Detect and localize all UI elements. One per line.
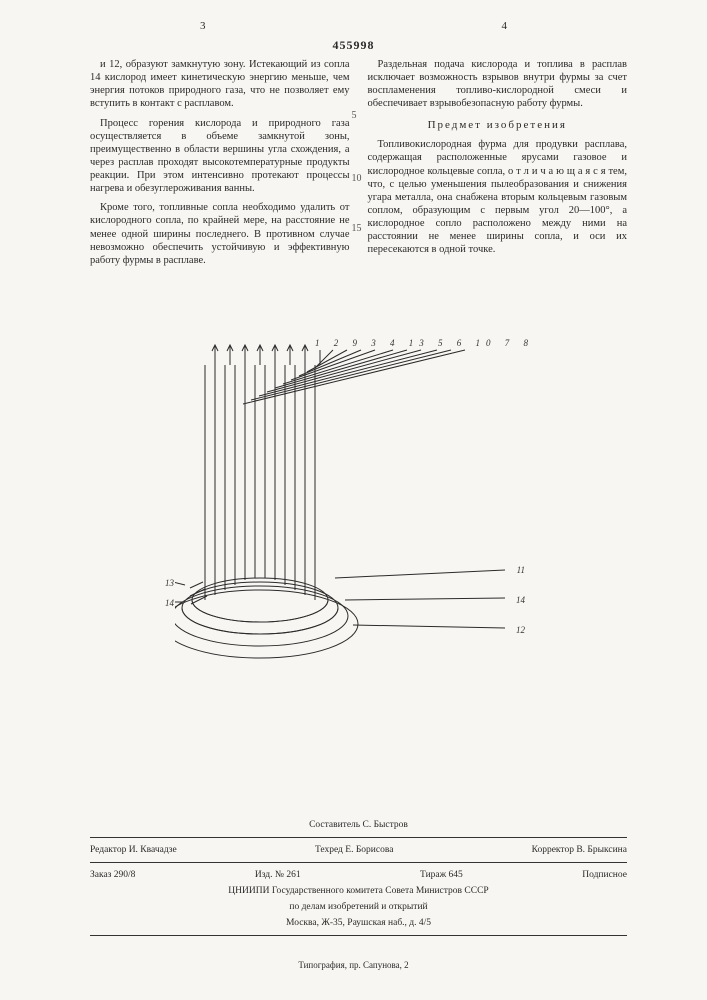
technical-drawing: 1 2 9 3 4 13 5 6 10 7 8 13 14 11 14 12 (175, 340, 535, 700)
right-p2: Топливокислородная фурма для продувки ра… (368, 138, 628, 256)
techred: Техред Е. Борисова (315, 845, 393, 855)
left-column: и 12, образуют замкнутую зону. Истекающи… (90, 58, 350, 273)
compiler: Составитель С. Быстров (90, 817, 627, 833)
left-p2: Процесс горения кислорода и природного г… (90, 117, 350, 196)
document-number: 455998 (0, 38, 707, 53)
subscription: Подписное (582, 870, 627, 880)
right-p1: Раздельная подача кислорода и топлива в … (368, 58, 628, 111)
order-number: Заказ 290/8 (90, 870, 135, 880)
line-marker-5: 5 (352, 110, 357, 123)
divider-1 (90, 837, 627, 838)
text-columns: и 12, образуют замкнутую зону. Истекающи… (90, 58, 627, 273)
typography-line: Типография, пр. Сапунова, 2 (0, 960, 707, 970)
issue-number: Изд. № 261 (255, 870, 301, 880)
org-address: Москва, Ж-35, Раушская наб., д. 4/5 (90, 915, 627, 931)
line-marker-15: 15 (352, 223, 362, 236)
figure-label-12: 12 (516, 625, 525, 635)
editor: Редактор И. Квачадзе (90, 845, 177, 855)
right-column: 5 10 15 Раздельная подача кислорода и то… (368, 58, 628, 273)
figure-label-13: 13 (165, 578, 174, 588)
page-number-right: 4 (502, 20, 508, 32)
colophon: Составитель С. Быстров Редактор И. Квача… (90, 817, 627, 940)
line-marker-10: 10 (352, 173, 362, 186)
copies: Тираж 645 (420, 870, 463, 880)
left-p3: Кроме того, топливные сопла необходимо у… (90, 201, 350, 267)
subject-heading: Предмет изобретения (368, 119, 628, 133)
figure-label-14a: 14 (165, 598, 174, 608)
left-p1: и 12, образуют замкнутую зону. Истекающи… (90, 58, 350, 111)
divider-2 (90, 862, 627, 863)
figure-top-labels: 1 2 9 3 4 13 5 6 10 7 8 (315, 338, 575, 348)
page-number-left: 3 (200, 20, 206, 32)
figure-label-11: 11 (517, 565, 525, 575)
org-line-2: по делам изобретений и открытий (90, 899, 627, 915)
org-line-1: ЦНИИПИ Государственного комитета Совета … (90, 883, 627, 899)
figure-label-14b: 14 (516, 595, 525, 605)
corrector: Корректор В. Брыксина (532, 845, 627, 855)
divider-3 (90, 935, 627, 936)
drawing-svg (175, 340, 535, 700)
